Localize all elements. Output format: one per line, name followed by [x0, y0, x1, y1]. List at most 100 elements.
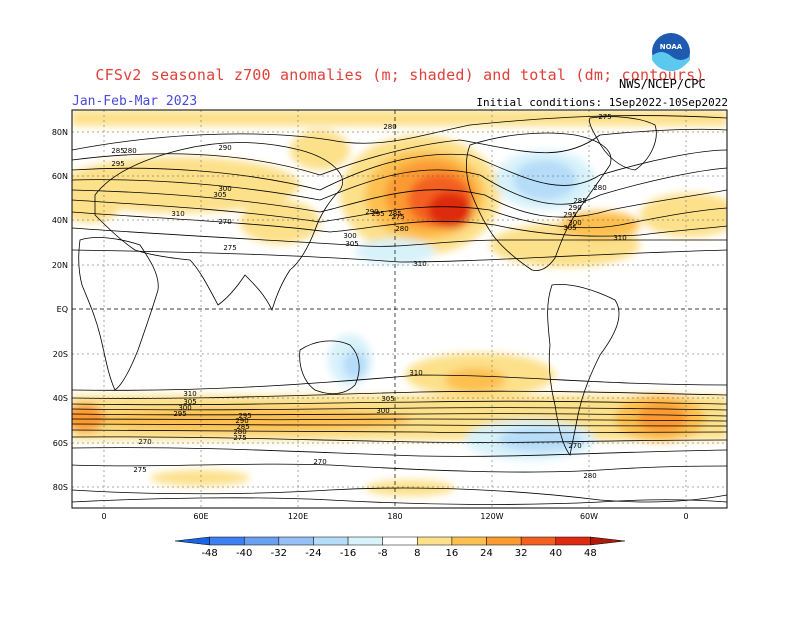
colorbar-label: -8 — [378, 548, 388, 559]
colorbar-label: 48 — [584, 548, 597, 559]
forecast-period: Jan-Feb-Mar 2023 — [72, 94, 198, 109]
contour-label: 300 — [343, 232, 356, 240]
lon-label: 60W — [580, 512, 598, 521]
contour-label: 290 — [365, 208, 378, 216]
lon-label: 120E — [288, 512, 308, 521]
height-contours — [72, 115, 727, 503]
contour-label: 285 — [111, 147, 124, 155]
colorbar-label: -48 — [201, 548, 217, 559]
lon-label: 0 — [101, 512, 106, 521]
map-title: CFSv2 seasonal z700 anomalies (m; shaded… — [95, 66, 705, 84]
contour-label: 280 — [233, 428, 246, 436]
colorbar-cell — [417, 536, 453, 546]
colorbar-label: -16 — [340, 548, 356, 559]
contour-label: 295 — [111, 160, 124, 168]
contour-label: 275 — [223, 244, 236, 252]
contour-label: 270 — [568, 442, 581, 450]
contour-label: 295 — [173, 410, 186, 418]
colorbar-label: 16 — [446, 548, 459, 559]
colorbar-cell — [174, 536, 210, 546]
colorbar-cell — [520, 536, 557, 546]
lat-label: 20S — [53, 350, 68, 359]
contour-label: 275 — [598, 113, 611, 121]
gridlines — [72, 110, 727, 508]
contour-label: 290 — [218, 144, 231, 152]
contour-label: 295 — [371, 210, 384, 218]
contour-label: 300 — [568, 219, 581, 227]
colorbar-cell — [590, 536, 626, 546]
contour-label: 275 — [233, 434, 246, 442]
contour-label: 300 — [178, 404, 191, 412]
contour-label: 280 — [593, 184, 606, 192]
lat-label: 80S — [53, 483, 68, 492]
contour-label: 295 — [238, 412, 251, 420]
colorbar-label: -24 — [305, 548, 321, 559]
colorbar-cell — [382, 536, 418, 546]
contour-label: 280 — [395, 225, 408, 233]
colorbar-cell — [243, 536, 280, 546]
latitude-labels: 80N 60N 40N 20N EQ 20S 40S 60S 80S — [52, 128, 68, 492]
colorbar-cell — [347, 536, 383, 546]
colorbar-cell — [278, 536, 314, 546]
contour-label: 270 — [138, 438, 151, 446]
lat-label: 40S — [53, 394, 68, 403]
contour-label: 310 — [409, 369, 422, 377]
contour-label: 270 — [313, 458, 326, 466]
reference-lines — [72, 110, 727, 508]
contour-label: 310 — [413, 260, 426, 268]
lat-label: 40N — [52, 216, 68, 225]
colorbar-cell — [451, 536, 487, 546]
initial-conditions: Initial conditions: 1Sep2022-10Sep2022 — [476, 96, 728, 109]
contour-label: 285 — [236, 423, 249, 431]
contour-label: 300 — [218, 185, 231, 193]
anomaly-shading — [72, 110, 727, 496]
contour-label: 285 — [573, 197, 586, 205]
colorbar: -48 -40 -32 -24 -16 -8 8 16 24 32 40 48 — [174, 536, 626, 559]
colorbar-cell — [486, 536, 522, 546]
colorbar-label: -32 — [271, 548, 287, 559]
contour-label: 285 — [388, 210, 401, 218]
colorbar-label: 32 — [515, 548, 528, 559]
contour-label: 280 — [383, 123, 396, 131]
longitude-labels: 0 60E 120E 180 120W 60W 0 — [101, 512, 688, 521]
contour-label: 310 — [183, 390, 196, 398]
contour-label: 275 — [133, 466, 146, 474]
svg-text:NOAA: NOAA — [660, 43, 683, 51]
contour-label: 270 — [218, 218, 231, 226]
contour-label: 275 — [391, 213, 404, 221]
contour-label: 290 — [568, 204, 581, 212]
colorbar-label: -40 — [236, 548, 252, 559]
contour-label: 280 — [583, 472, 596, 480]
contour-label: 305 — [381, 395, 394, 403]
lon-label: 120W — [480, 512, 503, 521]
contour-label: 305 — [183, 398, 196, 406]
lat-label: 60S — [53, 439, 68, 448]
colorbar-cell — [555, 536, 591, 546]
plot-frame — [71, 109, 728, 509]
contour-label: 305 — [213, 191, 226, 199]
lon-label: 180 — [387, 512, 402, 521]
noaa-logo-icon: NOAA — [652, 33, 690, 71]
lat-label: 60N — [52, 172, 68, 181]
colorbar-cell — [313, 536, 349, 546]
contour-label: 305 — [563, 224, 576, 232]
lon-label: 60E — [193, 512, 208, 521]
colorbar-label: 40 — [549, 548, 562, 559]
contour-label: 305 — [345, 240, 358, 248]
lon-label: 0 — [683, 512, 688, 521]
contour-label: 290 — [235, 417, 248, 425]
agency-label: NWS/NCEP/CPC — [619, 77, 706, 91]
contour-label: 310 — [613, 234, 626, 242]
lat-label: 20N — [52, 261, 68, 270]
contour-label: 310 — [171, 210, 184, 218]
coastlines — [72, 116, 727, 505]
contour-label: 280 — [123, 147, 136, 155]
lat-label: EQ — [57, 305, 68, 314]
contour-label: 300 — [376, 407, 389, 415]
lat-label: 80N — [52, 128, 68, 137]
colorbar-label: 24 — [480, 548, 493, 559]
colorbar-cell — [209, 536, 245, 546]
colorbar-label: 8 — [414, 548, 420, 559]
